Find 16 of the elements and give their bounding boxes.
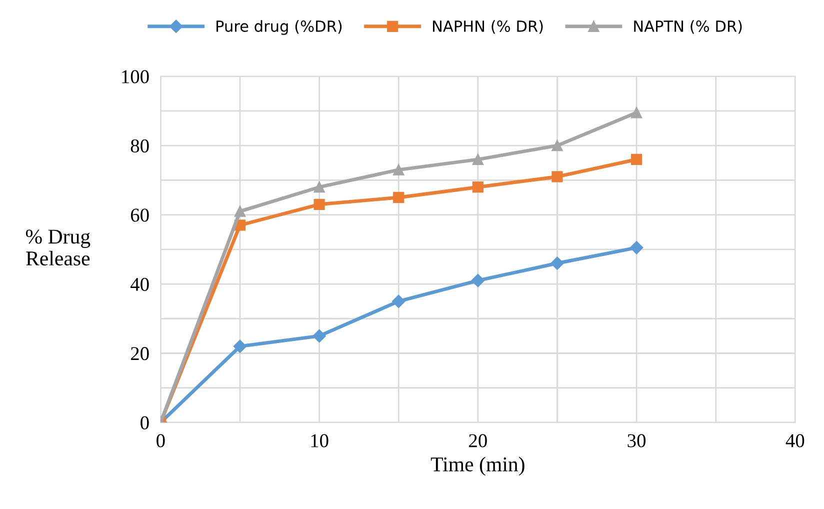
x-tick-label: 20 <box>469 434 487 448</box>
legend-label: Pure drug (%DR) <box>216 20 342 35</box>
legend-label: NAPHN (% DR) <box>433 20 543 34</box>
y-axis-title: % Drug Release <box>26 230 90 266</box>
x-axis-title: Time (min) <box>430 456 524 476</box>
legend-label: NAPTN (% DR) <box>634 20 742 34</box>
y-tick-label: 0 <box>140 416 149 430</box>
y-tick-label: 40 <box>130 278 149 291</box>
x-tick-label: 10 <box>311 434 328 448</box>
x-tick-label: 0 <box>156 434 165 448</box>
y-tick-label: 60 <box>130 208 149 222</box>
x-tick-label: 40 <box>786 434 804 448</box>
y-tick-label: 100 <box>122 70 149 84</box>
y-tick-label: 80 <box>130 139 149 153</box>
y-tick-label: 20 <box>130 347 149 360</box>
x-tick-label: 30 <box>628 434 646 448</box>
